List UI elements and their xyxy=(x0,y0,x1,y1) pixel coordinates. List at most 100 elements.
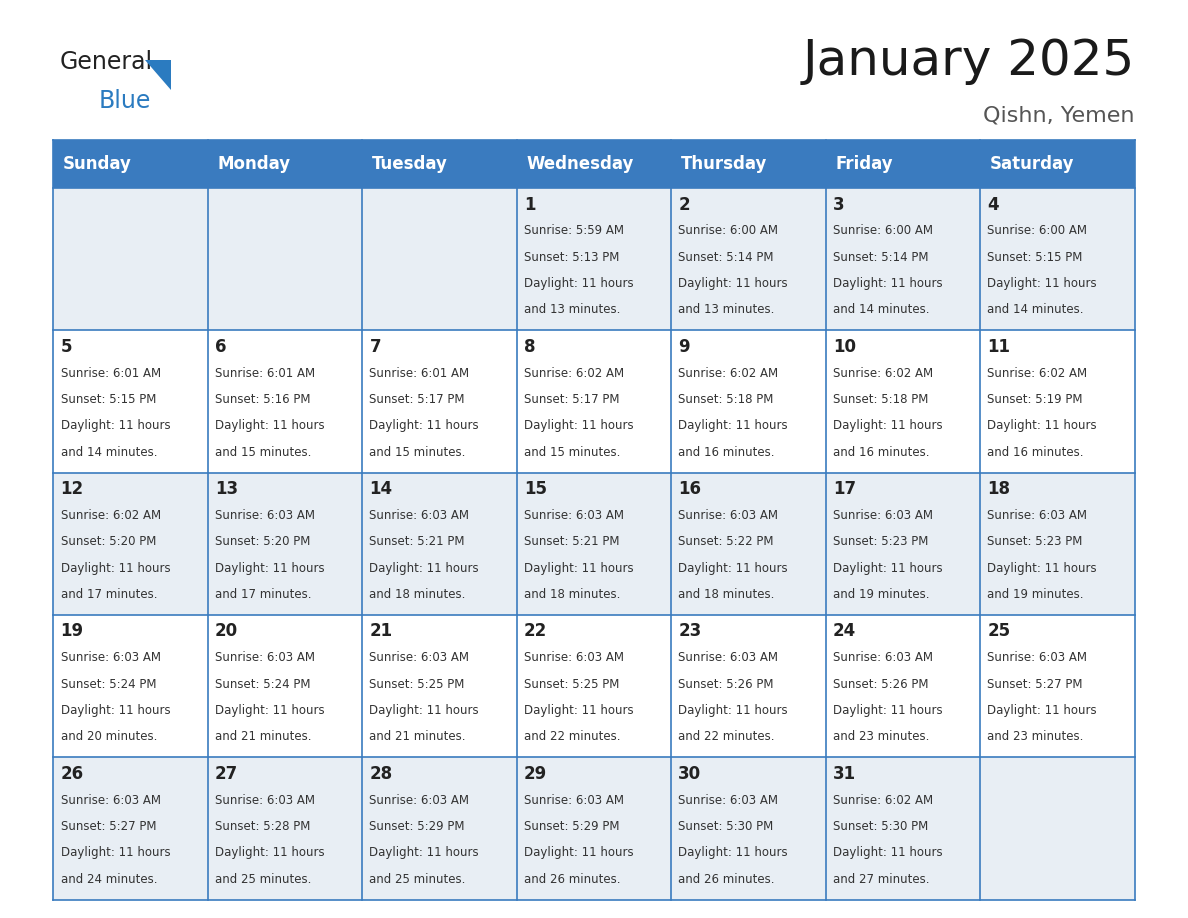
Text: Sunset: 5:17 PM: Sunset: 5:17 PM xyxy=(524,393,619,406)
Text: and 15 minutes.: and 15 minutes. xyxy=(524,446,620,459)
Text: Sunrise: 6:00 AM: Sunrise: 6:00 AM xyxy=(987,225,1087,238)
Text: Sunrise: 6:03 AM: Sunrise: 6:03 AM xyxy=(833,509,933,522)
Text: Daylight: 11 hours: Daylight: 11 hours xyxy=(678,277,788,290)
Text: and 14 minutes.: and 14 minutes. xyxy=(987,304,1083,317)
Bar xyxy=(53,473,208,615)
Bar xyxy=(980,473,1135,615)
Text: Daylight: 11 hours: Daylight: 11 hours xyxy=(833,846,942,859)
Bar xyxy=(671,330,826,473)
Text: 7: 7 xyxy=(369,338,381,356)
Bar xyxy=(517,757,671,900)
Text: Sunset: 5:30 PM: Sunset: 5:30 PM xyxy=(833,820,928,833)
Text: Sunrise: 6:01 AM: Sunrise: 6:01 AM xyxy=(215,367,315,380)
Text: and 18 minutes.: and 18 minutes. xyxy=(678,588,775,601)
Text: Sunrise: 6:03 AM: Sunrise: 6:03 AM xyxy=(524,509,624,522)
Text: Daylight: 11 hours: Daylight: 11 hours xyxy=(524,704,633,717)
Bar xyxy=(826,188,980,330)
Text: 22: 22 xyxy=(524,622,548,641)
Bar xyxy=(671,615,826,757)
Text: Sunrise: 6:03 AM: Sunrise: 6:03 AM xyxy=(678,794,778,807)
Text: and 25 minutes.: and 25 minutes. xyxy=(369,873,466,886)
Text: Daylight: 11 hours: Daylight: 11 hours xyxy=(987,704,1097,717)
Text: Daylight: 11 hours: Daylight: 11 hours xyxy=(678,704,788,717)
Text: Qishn, Yemen: Qishn, Yemen xyxy=(982,106,1135,126)
Text: Sunset: 5:27 PM: Sunset: 5:27 PM xyxy=(987,677,1082,690)
Text: 4: 4 xyxy=(987,196,999,214)
Text: Sunrise: 5:59 AM: Sunrise: 5:59 AM xyxy=(524,225,624,238)
Text: 10: 10 xyxy=(833,338,855,356)
Text: 29: 29 xyxy=(524,765,548,783)
Text: and 13 minutes.: and 13 minutes. xyxy=(524,304,620,317)
Text: 2: 2 xyxy=(678,196,690,214)
Bar xyxy=(53,330,208,473)
Text: General: General xyxy=(59,50,152,74)
Bar xyxy=(53,140,208,188)
Text: 12: 12 xyxy=(61,480,83,498)
Bar xyxy=(517,140,671,188)
Text: 26: 26 xyxy=(61,765,83,783)
Text: Sunrise: 6:03 AM: Sunrise: 6:03 AM xyxy=(987,509,1087,522)
Text: Sunrise: 6:03 AM: Sunrise: 6:03 AM xyxy=(369,794,469,807)
Text: Sunrise: 6:03 AM: Sunrise: 6:03 AM xyxy=(678,652,778,665)
Text: and 23 minutes.: and 23 minutes. xyxy=(833,731,929,744)
Bar xyxy=(53,757,208,900)
Text: and 27 minutes.: and 27 minutes. xyxy=(833,873,929,886)
Text: Sunset: 5:23 PM: Sunset: 5:23 PM xyxy=(833,535,928,548)
Text: Sunset: 5:24 PM: Sunset: 5:24 PM xyxy=(61,677,156,690)
Text: and 22 minutes.: and 22 minutes. xyxy=(678,731,775,744)
Bar xyxy=(671,757,826,900)
Text: Sunset: 5:29 PM: Sunset: 5:29 PM xyxy=(524,820,619,833)
Text: Daylight: 11 hours: Daylight: 11 hours xyxy=(833,420,942,432)
Text: Daylight: 11 hours: Daylight: 11 hours xyxy=(215,704,324,717)
Bar xyxy=(362,615,517,757)
Text: and 14 minutes.: and 14 minutes. xyxy=(61,446,157,459)
Bar xyxy=(980,140,1135,188)
Text: 23: 23 xyxy=(678,622,702,641)
Text: Sunset: 5:29 PM: Sunset: 5:29 PM xyxy=(369,820,465,833)
Text: 28: 28 xyxy=(369,765,392,783)
Bar xyxy=(671,188,826,330)
Text: Sunset: 5:19 PM: Sunset: 5:19 PM xyxy=(987,393,1082,406)
Text: 15: 15 xyxy=(524,480,546,498)
Text: 6: 6 xyxy=(215,338,227,356)
Text: Tuesday: Tuesday xyxy=(372,155,448,173)
Text: Sunset: 5:14 PM: Sunset: 5:14 PM xyxy=(678,251,773,263)
Text: Sunset: 5:26 PM: Sunset: 5:26 PM xyxy=(678,677,773,690)
Text: 24: 24 xyxy=(833,622,857,641)
Bar xyxy=(362,140,517,188)
Text: Daylight: 11 hours: Daylight: 11 hours xyxy=(833,277,942,290)
Text: Sunrise: 6:03 AM: Sunrise: 6:03 AM xyxy=(369,652,469,665)
Text: Sunset: 5:22 PM: Sunset: 5:22 PM xyxy=(678,535,773,548)
Text: Daylight: 11 hours: Daylight: 11 hours xyxy=(61,562,170,575)
Text: and 19 minutes.: and 19 minutes. xyxy=(833,588,929,601)
Text: 9: 9 xyxy=(678,338,690,356)
Text: Sunrise: 6:03 AM: Sunrise: 6:03 AM xyxy=(524,794,624,807)
Text: Sunrise: 6:03 AM: Sunrise: 6:03 AM xyxy=(215,509,315,522)
Text: Blue: Blue xyxy=(99,89,151,113)
Text: Daylight: 11 hours: Daylight: 11 hours xyxy=(833,704,942,717)
Bar xyxy=(517,615,671,757)
Text: and 18 minutes.: and 18 minutes. xyxy=(524,588,620,601)
Text: Sunset: 5:13 PM: Sunset: 5:13 PM xyxy=(524,251,619,263)
Text: Daylight: 11 hours: Daylight: 11 hours xyxy=(369,846,479,859)
Text: January 2025: January 2025 xyxy=(802,37,1135,84)
Text: Sunrise: 6:03 AM: Sunrise: 6:03 AM xyxy=(215,794,315,807)
Text: Sunrise: 6:01 AM: Sunrise: 6:01 AM xyxy=(369,367,469,380)
Text: and 17 minutes.: and 17 minutes. xyxy=(61,588,157,601)
Text: 30: 30 xyxy=(678,765,701,783)
Text: Wednesday: Wednesday xyxy=(526,155,633,173)
Bar xyxy=(980,615,1135,757)
Text: Sunset: 5:25 PM: Sunset: 5:25 PM xyxy=(524,677,619,690)
Text: 5: 5 xyxy=(61,338,72,356)
Bar xyxy=(980,188,1135,330)
Text: Sunset: 5:21 PM: Sunset: 5:21 PM xyxy=(369,535,465,548)
Text: 25: 25 xyxy=(987,622,1010,641)
Text: Sunrise: 6:02 AM: Sunrise: 6:02 AM xyxy=(833,367,933,380)
Text: 27: 27 xyxy=(215,765,239,783)
Text: 3: 3 xyxy=(833,196,845,214)
Text: Daylight: 11 hours: Daylight: 11 hours xyxy=(678,562,788,575)
Text: Sunrise: 6:02 AM: Sunrise: 6:02 AM xyxy=(61,509,160,522)
Text: Sunset: 5:18 PM: Sunset: 5:18 PM xyxy=(678,393,773,406)
Text: and 24 minutes.: and 24 minutes. xyxy=(61,873,157,886)
Text: 17: 17 xyxy=(833,480,855,498)
